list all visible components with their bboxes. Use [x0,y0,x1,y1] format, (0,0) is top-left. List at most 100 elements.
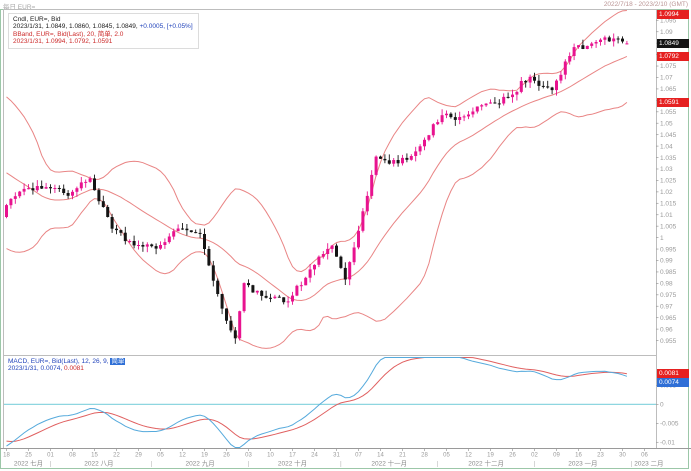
x-axis-day-label: 01 [47,453,54,459]
macd-series-label: MACD, EUR=, Bid(Last), 12, 26, 9, [8,358,109,365]
x-axis-month-label: 2022 十月 [278,459,307,468]
y-axis-tick-label: 0.965 [660,315,677,322]
y-axis-tick-label: 0.97 [660,303,673,310]
x-axis-month-label: 2022 十一月 [371,459,407,468]
macd-signal-axis-badge: 0.0081 [657,369,689,379]
y-axis-tick-label: 0.975 [660,292,677,299]
x-axis-day-label: 21 [399,453,406,459]
y-axis-tick-label: 0.96 [660,326,673,333]
x-axis-day-label: 29 [135,453,142,459]
y-axis-tick-label: 0.995 [660,246,677,253]
plot-border [3,9,657,449]
x-axis-day-label: 10 [267,453,274,459]
x-axis-day-label: 22 [113,453,120,459]
x-axis-month-label: 2022 十二月 [468,459,504,468]
y-axis-tick-label: 0.98 [660,281,673,288]
candle-ohlc-values: 2023/1/31, 1.0849, 1.0860, 1.0845, 1.084… [13,23,138,31]
date-range-label: 2022/7/18 - 2023/2/10 (GMT) [603,1,688,8]
x-axis-day-label: 17 [289,453,296,459]
x-axis-day-label: 05 [157,453,164,459]
x-axis-day-label: 05 [443,453,450,459]
y-axis-tick-label: 1.02 [660,189,673,196]
y-axis-tick-label: 1.035 [660,155,677,162]
x-axis-month-label: 2022 七月 [14,459,43,468]
bband-upper-axis-badge: 1.0994 [657,9,689,19]
candle-change-values: +0.0005, [+0.05%] [139,23,193,31]
y-axis-tick-label: 1.075 [660,63,677,70]
x-axis-day-label: 14 [377,453,384,459]
macd-axis-tick-label: 0 [660,402,664,409]
macd-axis-tick-label: -0.01 [660,440,675,447]
macd-value: 2023/1/31, 0.0074, [8,365,63,373]
y-axis-tick-label: 1.045 [660,132,677,139]
x-axis-day-label: 24 [311,453,318,459]
y-axis-tick-label: 0.985 [660,269,677,276]
macd-line [6,357,628,448]
x-axis-day-label: 23 [597,453,604,459]
macd-signal-line [6,357,627,443]
x-axis-day-label: 16 [575,453,582,459]
x-axis-month-separator: | [151,461,153,468]
x-axis-day-label: 26 [223,453,230,459]
x-axis-day-label: 28 [421,453,428,459]
macd-legend: MACD, EUR=, Bid(Last), 12, 26, 9, 简单 202… [8,358,126,373]
interval-symbol-label: 每日 EUR= [3,4,36,11]
x-axis-day-label: 31 [333,453,340,459]
y-axis-tick-label: 1.015 [660,201,677,208]
bband-middle-line [6,55,628,302]
x-axis-month-separator: | [437,461,439,468]
bband-lower-axis-badge: 1.0591 [657,97,689,107]
y-axis-tick-label: 1.04 [660,143,673,150]
bband-middle-axis-badge: 1.0792 [657,51,689,61]
x-axis-day-label: 26 [509,453,516,459]
y-axis-tick-label: 0.99 [660,258,673,265]
x-axis-month-separator: | [340,461,342,468]
y-axis-tick-label: 1.025 [660,178,677,185]
x-axis-month-label: 2023 一月 [568,460,597,468]
macd-axis-tick-label: -0.005 [660,421,679,428]
y-axis-tick-label: 1.01 [660,212,673,219]
candle-bodies [5,37,629,339]
y-axis-tick-label: 1.005 [660,223,677,230]
y-axis-tick-label: 1.03 [660,166,673,173]
x-axis-day-label: 07 [355,453,362,459]
y-axis-tick-label: 1.065 [660,86,677,93]
last-price-axis-badge: 1.0849 [657,38,689,48]
bband-upper-line [6,10,627,273]
x-axis-day-label: 15 [91,453,98,459]
macd-ma-type-badge[interactable]: 简单 [110,358,126,365]
x-axis-day-label: 25 [25,453,32,459]
x-axis-month-separator: | [534,461,536,468]
x-axis-month-separator: | [248,461,250,468]
price-chart-legend: Cndl, EUR=, Bid 2023/1/31, 1.0849, 1.086… [8,13,199,49]
x-axis-day-label: 12 [465,453,472,459]
x-axis-day-label: 30 [619,453,626,459]
y-axis-tick-label: 0.955 [660,338,677,345]
x-axis-day-label: 03 [245,453,252,459]
x-axis-day-label: 19 [487,453,494,459]
y-axis-tick-label: 1.095 [660,17,677,24]
x-axis-day-label: 02 [531,453,538,459]
macd-line-axis-badge: 0.0074 [657,378,689,388]
y-axis-tick-label: 1.05 [660,120,673,127]
x-axis-month-separator: | [50,461,52,468]
y-axis-tick-label: 1 [660,235,664,242]
macd-signal-value: 0.0081 [64,365,84,373]
y-axis-tick-label: 1.055 [660,109,677,116]
y-axis-tick-label: 1.09 [660,29,673,36]
y-axis-tick-label: 1.07 [660,75,673,82]
bband-lower-line [6,102,628,349]
topbar: 每日 EUR= 2022/7/18 - 2023/2/10 (GMT) [0,0,691,11]
x-axis-month-separator: | [630,461,632,468]
x-axis-day-label: 19 [201,453,208,459]
candle-series-label: Cndl, EUR=, Bid [13,16,61,23]
x-axis-month-label: 2023 二月 [634,460,663,468]
x-axis-day-label: 18 [3,453,10,459]
bband-series-label: BBand, EUR=, Bid(Last), 20, 简单, 2.0 [13,30,124,38]
x-axis-month-label: 2022 八月 [84,460,113,468]
x-axis-day-label: 08 [69,453,76,459]
x-axis-day-label: 09 [553,453,560,459]
bband-values: 2023/1/31, 1.0994, 1.0792, 1.0591 [13,38,113,46]
